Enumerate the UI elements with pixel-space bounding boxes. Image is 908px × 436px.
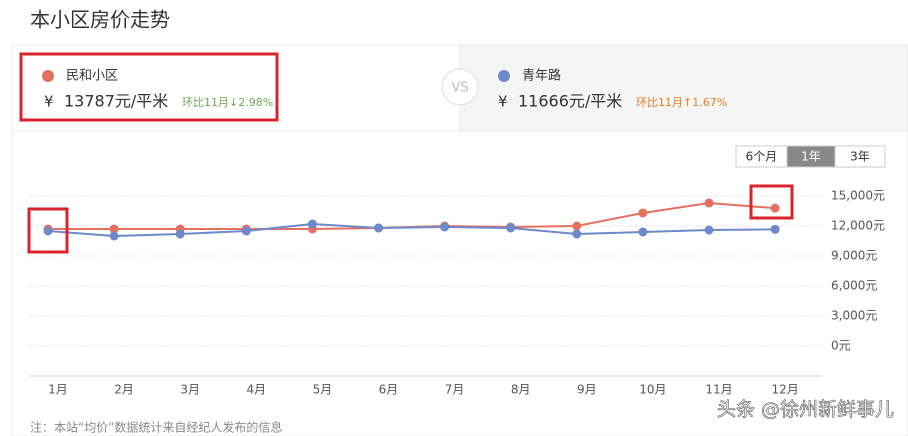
data-point <box>506 223 516 233</box>
data-point <box>43 226 53 236</box>
price: 11666元/平米 <box>518 92 622 111</box>
data-point <box>704 198 714 208</box>
x-tick-label: 12月 <box>771 383 798 397</box>
y-tick-label: 3,000元 <box>831 309 877 323</box>
data-point <box>770 203 780 213</box>
highlight-box <box>749 184 794 220</box>
x-tick-label: 4月 <box>246 383 266 397</box>
data-point <box>440 222 450 232</box>
footnote: 注：本站“均价”数据统计来自经纪人发布的信息 <box>30 420 282 435</box>
price: 13787元/平米 <box>64 92 168 111</box>
vs-label: VS <box>451 81 468 96</box>
change: 环比11月↓2.98% <box>182 96 273 109</box>
currency: ¥ <box>44 93 54 111</box>
x-tick-label: 3月 <box>180 383 200 397</box>
right-panel <box>459 44 908 132</box>
data-point <box>770 224 780 234</box>
data-point <box>175 229 185 239</box>
data-point <box>307 219 317 229</box>
x-tick-label: 8月 <box>511 383 531 397</box>
tab[interactable] <box>834 145 886 168</box>
x-tick-label: 9月 <box>577 383 597 397</box>
y-tick-label: 0元 <box>831 339 851 353</box>
data-point <box>109 224 119 234</box>
x-tick-label: 2月 <box>114 383 134 397</box>
x-tick-label: 6月 <box>379 383 399 397</box>
tab-label[interactable]: 3年 <box>850 150 870 164</box>
highlight-box <box>27 207 69 254</box>
left-panel <box>11 44 461 132</box>
data-point <box>109 231 119 241</box>
data-point <box>572 221 582 231</box>
y-tick-label: 6,000元 <box>831 279 877 293</box>
x-tick-label: 10月 <box>639 383 666 397</box>
currency: ¥ <box>498 93 508 111</box>
y-tick-label: 9,000元 <box>831 249 877 263</box>
x-tick-label: 1月 <box>48 383 68 397</box>
data-point <box>374 223 383 233</box>
tab-label[interactable]: 6个月 <box>746 150 778 164</box>
data-point <box>638 227 648 237</box>
data-point <box>638 208 648 218</box>
data-point <box>572 229 582 239</box>
watermark: 头条 @徐州新鲜事儿 <box>717 399 894 421</box>
vs-circle <box>441 68 479 106</box>
data-point <box>704 225 714 235</box>
y-tick-label: 15,000元 <box>831 189 885 203</box>
y-tick-label: 12,000元 <box>831 219 885 233</box>
chart-panel <box>11 130 908 436</box>
x-tick-label: 11月 <box>705 383 732 397</box>
series-line <box>47 222 776 238</box>
page-title: 本小区房价走势 <box>30 8 170 32</box>
legend-dot <box>498 70 510 82</box>
community-name: 青年路 <box>522 68 561 84</box>
x-tick-label: 7月 <box>445 383 465 397</box>
x-tick-label: 5月 <box>313 383 333 397</box>
highlight-box <box>19 52 279 122</box>
legend-dot <box>42 70 54 82</box>
change: 环比11月↑1.67% <box>636 96 727 109</box>
tab-label[interactable]: 1年 <box>801 150 821 164</box>
community-name: 民和小区 <box>66 69 118 84</box>
data-point <box>241 226 251 236</box>
